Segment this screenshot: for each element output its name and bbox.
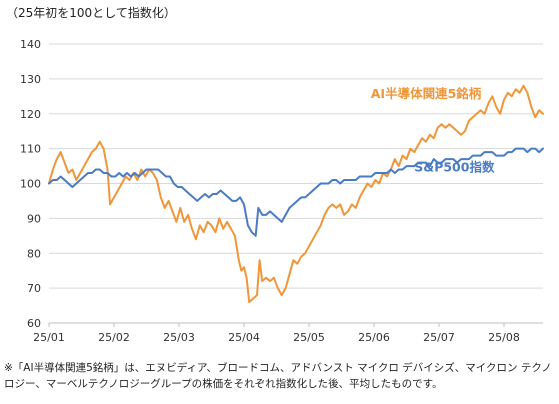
series-label-1: S&P500指数 (414, 159, 495, 174)
x-tick-label: 25/01 (33, 331, 65, 344)
footnote: ※「AI半導体関連5銘柄」は、エヌビディア、ブロードコム、アドバンスト マイクロ… (4, 362, 552, 390)
x-tick-label: 25/02 (98, 331, 130, 344)
y-axis-ticks: 60 70 80 90 100 110 120 130 140 (20, 38, 41, 330)
series-label-0: AI半導体関連5銘柄 (371, 86, 482, 101)
y-tick-label: 100 (20, 178, 41, 191)
series-labels: AI半導体関連5銘柄 S&P500指数 (371, 86, 495, 174)
y-tick-label: 60 (27, 317, 41, 330)
x-tick-label: 25/04 (228, 331, 260, 344)
series-line-1 (48, 147, 544, 237)
x-tick-label: 25/08 (488, 331, 520, 344)
x-tick-label: 25/07 (423, 331, 455, 344)
y-tick-label: 140 (20, 38, 41, 51)
unit-note: （25年初を100として指数化） (6, 6, 176, 20)
y-tick-label: 110 (20, 143, 41, 156)
grid-lines (49, 43, 543, 324)
x-tick-label: 25/05 (293, 331, 325, 344)
x-axis-ticks: 25/01 25/02 25/03 25/04 25/05 25/06 25/07 25/08 (33, 323, 520, 344)
y-tick-label: 70 (27, 282, 41, 295)
y-tick-label: 120 (20, 108, 41, 121)
series-line-0 (48, 84, 544, 304)
y-tick-label: 90 (27, 212, 41, 225)
series-lines (48, 84, 544, 304)
x-tick-label: 25/06 (358, 331, 390, 344)
y-tick-label: 130 (20, 73, 41, 86)
x-tick-label: 25/03 (163, 331, 195, 344)
y-tick-label: 80 (27, 247, 41, 260)
